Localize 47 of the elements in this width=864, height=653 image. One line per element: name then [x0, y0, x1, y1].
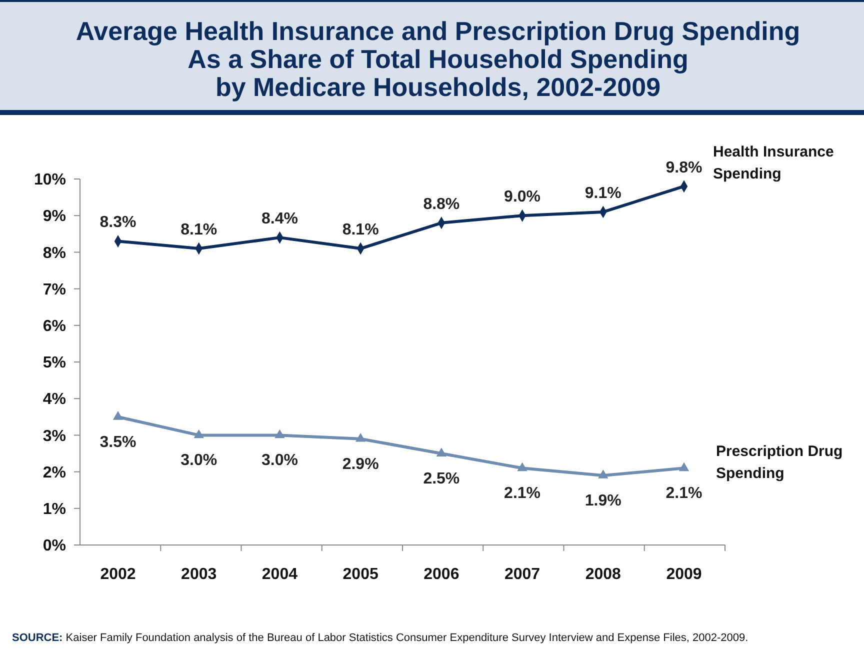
data-label: 8.3% — [100, 214, 136, 232]
data-label: 8.1% — [180, 222, 218, 239]
x-tick-label: 2004 — [262, 566, 298, 583]
data-label: 8.8% — [423, 196, 460, 213]
source-note: SOURCE: Kaiser Family Foundation analysis of the Bureau of Labor Statistics Consumer Expenditure Survey Interview and Expense Files, 2002-2009. — [12, 632, 748, 644]
point — [194, 429, 204, 438]
data-label: 2.9% — [342, 456, 379, 473]
x-tick-label: 2003 — [181, 566, 217, 583]
data-label: 9.1% — [584, 184, 622, 202]
y-tick-label: 3% — [42, 428, 66, 445]
data-label: 3.5% — [100, 434, 136, 451]
x-tick-label: 2005 — [342, 566, 378, 583]
data-label: 2.5% — [423, 470, 460, 488]
y-tick-label: 0% — [42, 538, 66, 555]
y-tick-label: 4% — [42, 391, 66, 408]
point — [678, 462, 690, 472]
point — [274, 429, 285, 438]
y-tick-label: 5% — [42, 354, 66, 372]
y-tick-label: 7% — [42, 281, 66, 298]
data-label: 8.4% — [261, 210, 298, 228]
x-tick-label: 2008 — [585, 566, 622, 583]
x-tick-label: 2006 — [424, 566, 460, 583]
data-label: 2.1% — [666, 485, 702, 502]
data-label: 9.0% — [504, 188, 541, 206]
data-label: 8.1% — [342, 222, 379, 239]
point — [112, 411, 124, 420]
point — [598, 470, 608, 478]
data-label: 3.0% — [261, 452, 298, 470]
y-tick-label: 6% — [42, 318, 66, 335]
point — [355, 432, 366, 442]
data-label: 9.8% — [666, 159, 702, 176]
data-label: 3.0% — [180, 452, 218, 470]
y-tick-label: 10% — [34, 172, 66, 189]
point — [517, 462, 528, 472]
series-label: Prescription Drug Spending — [716, 443, 843, 482]
x-tick-label: 2002 — [100, 566, 136, 583]
x-tick-label: 2009 — [666, 566, 702, 583]
data-label: 2.1% — [504, 485, 541, 502]
y-tick-label: 8% — [42, 244, 66, 262]
y-tick-label: 9% — [42, 208, 66, 226]
chart-title: Average Health Insurance and Prescription Drug Spending As a Share of Total Household Spending by Medicare Households, 2002-2009 — [76, 16, 800, 102]
series-label: Health Insurance Spending — [713, 143, 834, 182]
y-tick-label: 2% — [42, 464, 66, 482]
point — [436, 448, 447, 456]
data-label: 1.9% — [584, 492, 622, 510]
y-tick-label: 1% — [42, 501, 66, 518]
x-tick-label: 2007 — [504, 566, 540, 583]
